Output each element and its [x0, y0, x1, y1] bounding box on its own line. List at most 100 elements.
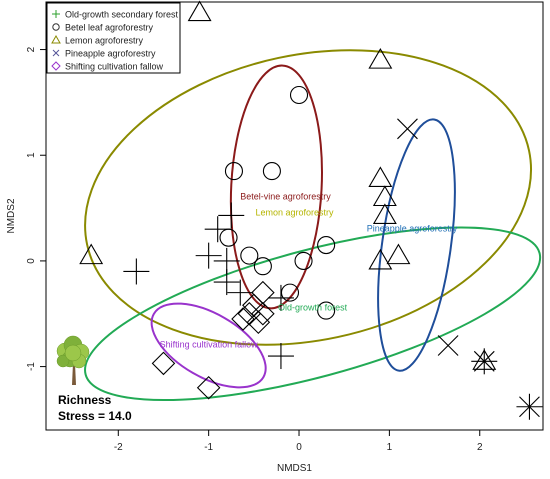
- triangle-shape: [472, 349, 497, 370]
- data-point-triangle: [368, 248, 393, 270]
- data-point-triangle: [372, 203, 397, 225]
- legend-diamond: [51, 61, 61, 71]
- data-point-circle: [219, 228, 238, 247]
- cross-b: [473, 350, 495, 372]
- x-tick-label: 2: [477, 442, 483, 453]
- data-point-triangle: [79, 243, 104, 265]
- plot-frame: [45, 1, 544, 431]
- ellipse-3: [377, 118, 456, 372]
- data-point-diamond: [251, 280, 275, 305]
- legend-label: Lemon agroforestry: [65, 36, 144, 46]
- data-point-circle: [280, 283, 300, 302]
- data-point-diamond: [231, 307, 255, 331]
- richness-label: Richness: [58, 393, 112, 407]
- ellipse-4: [150, 302, 267, 389]
- data-point-triangle: [368, 48, 393, 69]
- ellipse-2: [229, 64, 323, 310]
- cross-b: [397, 118, 418, 140]
- data-point-circle: [317, 301, 336, 320]
- data-point-triangle: [386, 243, 411, 265]
- y-axis-label: NMDS2: [6, 198, 17, 233]
- data-point-circle: [262, 162, 281, 181]
- data-point-diamond: [196, 375, 221, 400]
- legend-label: Old-growth secondary forest: [65, 10, 179, 20]
- legend-box: [46, 2, 181, 74]
- diamond-shape: [251, 301, 275, 326]
- data-point-plus: [218, 202, 245, 229]
- circle-shape: [224, 162, 244, 181]
- circle-shape: [262, 162, 281, 181]
- triangle-shape: [368, 48, 393, 69]
- ellipse-1: [84, 226, 542, 402]
- tree-leaf: [64, 344, 82, 362]
- data-point-plus: [267, 343, 294, 370]
- y-tick-label: 1: [26, 152, 37, 158]
- data-point-circle: [289, 85, 309, 105]
- data-point-triangle: [368, 166, 393, 188]
- data-point-triangle: [187, 0, 212, 22]
- y-tick-label: -1: [26, 362, 37, 371]
- circle-shape: [317, 301, 336, 320]
- stress-label: Stress = 14.0: [58, 409, 132, 423]
- diamond-shape: [151, 351, 176, 376]
- data-point-circle: [317, 236, 336, 255]
- diamond-shape: [231, 307, 255, 331]
- data-point-circle: [253, 257, 272, 276]
- ellipse-label: Betel-vine agroforestry: [240, 192, 331, 202]
- circle-shape: [317, 236, 336, 255]
- triangle-shape: [368, 248, 393, 270]
- ellipse-label: Lemon agroforestry: [255, 207, 334, 217]
- data-point-cross: [437, 335, 459, 356]
- data-point-diamond: [251, 301, 275, 326]
- tree-icon: [56, 335, 90, 385]
- x-tick-label: -2: [114, 442, 123, 453]
- cross-b: [519, 396, 540, 418]
- circle-shape: [253, 257, 272, 276]
- legend-triangle: [51, 34, 61, 44]
- data-point-diamond: [151, 351, 176, 376]
- legend-cross-b: [52, 49, 60, 57]
- x-axis-label: NMDS1: [277, 463, 312, 474]
- data-point-diamond: [237, 301, 262, 326]
- data-point-cross: [473, 350, 495, 372]
- y-tick-label: 2: [26, 46, 37, 52]
- circle-shape: [294, 251, 313, 270]
- diamond-shape: [196, 375, 221, 400]
- triangle-shape: [79, 243, 104, 265]
- legend-circle: [52, 23, 60, 31]
- data-point-circle: [294, 251, 313, 270]
- data-point-diamond: [246, 310, 271, 334]
- triangle-shape: [368, 166, 393, 188]
- cross-b: [437, 335, 459, 356]
- x-tick-label: -1: [204, 442, 213, 453]
- legend-label: Betel leaf agroforestry: [65, 23, 154, 33]
- data-point-cross: [397, 118, 418, 140]
- x-tick-label: 1: [387, 442, 393, 453]
- data-point-plus: [267, 284, 294, 311]
- diamond-shape: [246, 310, 271, 334]
- legend-symbol-triangle: [51, 34, 61, 44]
- legend-symbol-circle: [52, 23, 60, 31]
- data-point-circle: [224, 162, 244, 181]
- diamond-shape: [237, 301, 262, 326]
- data-point-plus: [123, 258, 150, 285]
- legend-symbol-diamond: [51, 61, 61, 71]
- y-tick-label: 0: [26, 258, 37, 264]
- diamond-shape: [251, 280, 275, 305]
- data-point-plus: [227, 279, 254, 306]
- circle-shape: [240, 246, 259, 265]
- tree-leaf: [56, 354, 70, 368]
- circle-shape: [280, 283, 300, 302]
- ellipse-label: Old-growth forest: [278, 303, 348, 313]
- circle-shape: [289, 85, 309, 105]
- ellipse-0: [84, 49, 533, 346]
- triangle-shape: [187, 0, 212, 22]
- ellipse-label: Shifting cultivation fallow: [160, 340, 259, 350]
- legend-label: Shifting cultivation fallow: [65, 62, 164, 72]
- x-tick-label: 0: [296, 442, 302, 453]
- data-point-plus: [195, 242, 222, 269]
- triangle-shape: [386, 243, 411, 265]
- tree-trunk: [72, 363, 76, 385]
- ellipse-label: Pineapple agroforestry: [367, 223, 458, 233]
